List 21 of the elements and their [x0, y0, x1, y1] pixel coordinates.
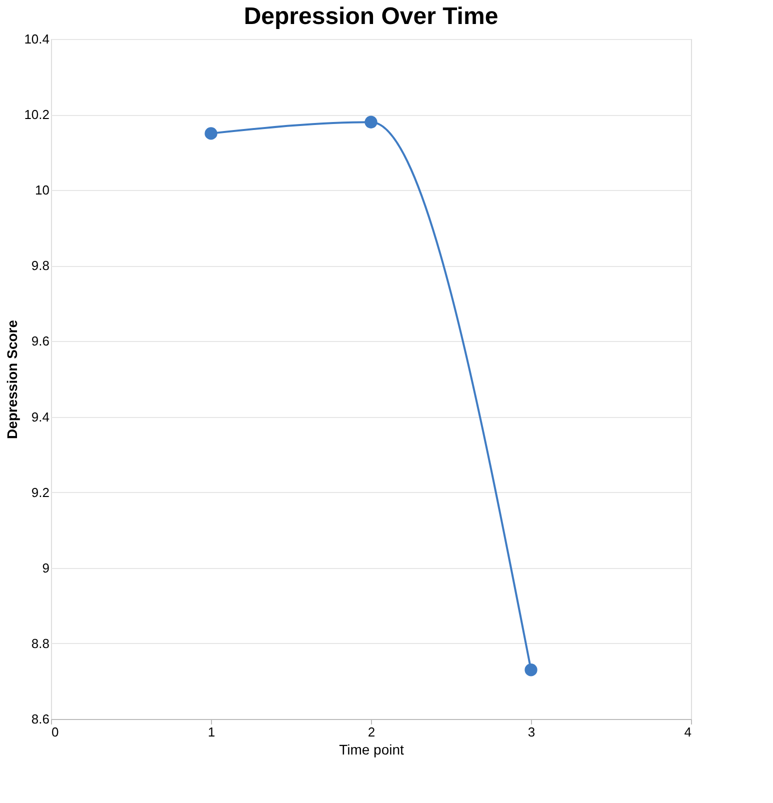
y-tick-label: 10.2	[24, 107, 50, 122]
y-tick-label: 8.8	[31, 636, 50, 651]
y-tick-label: 8.6	[31, 712, 50, 726]
x-axis-title: Time point	[339, 742, 404, 758]
y-tick-label: 9.6	[31, 334, 50, 349]
y-tick-label: 9.8	[31, 258, 50, 274]
y-tick-label: 9.4	[31, 409, 50, 424]
point	[204, 127, 218, 140]
y-tick-label: 10.4	[24, 32, 50, 46]
x-tick-label: 0	[52, 724, 59, 740]
y-tick-label: 9	[42, 560, 50, 576]
x-tick-label: 2	[368, 724, 376, 740]
y-tick-label: 9.2	[31, 484, 50, 500]
point	[364, 116, 378, 128]
y-tick-label: 10	[35, 182, 50, 198]
x-tick-label: 1	[208, 724, 216, 740]
y-axis-title: Depression Score	[4, 320, 20, 440]
x-tick-label: 4	[684, 724, 692, 740]
chart-title: Depression Over Time	[244, 3, 498, 30]
point	[524, 664, 538, 676]
x-tick-label: 3	[528, 724, 536, 740]
